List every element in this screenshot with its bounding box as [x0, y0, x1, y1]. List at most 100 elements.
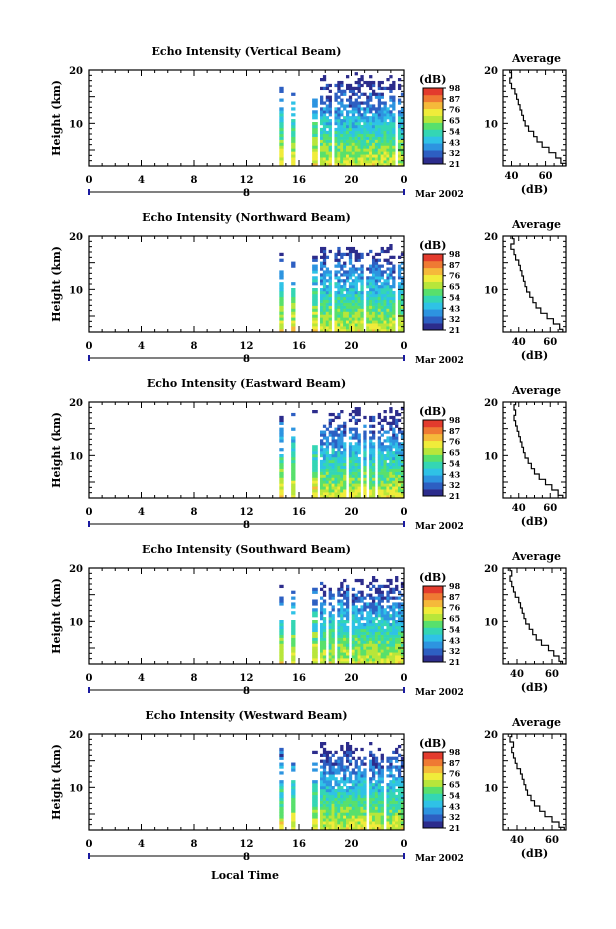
heatmap-cell [371, 783, 376, 787]
heatmap-cell [312, 148, 318, 152]
heatmap-cell [354, 471, 358, 475]
heatmap-cell [354, 788, 358, 793]
colorbar-segment [423, 136, 443, 144]
heatmap-cell [279, 145, 284, 149]
heatmap-cell [328, 620, 332, 624]
colorbar-segment [423, 620, 443, 628]
heatmap-cell [395, 637, 399, 641]
heatmap-cell [389, 136, 393, 140]
colorbar-tick-label: 32 [449, 646, 460, 656]
heatmap-cell [371, 293, 376, 298]
heatmap-cell [380, 480, 384, 484]
heatmap-cell [354, 104, 358, 108]
colorbar-segment [423, 94, 443, 103]
heatmap-cell [371, 282, 376, 286]
heatmap-cell [377, 774, 382, 778]
heatmap-cell [320, 602, 324, 606]
heatmap-cell [279, 818, 284, 822]
heatmap-cell [331, 771, 335, 775]
heatmap-cell [371, 643, 376, 647]
heatmap-cell [371, 302, 376, 306]
heatmap-cell [325, 154, 330, 158]
heatmap-cell [351, 661, 356, 665]
heatmap-cell [348, 267, 353, 271]
heatmap-cell [328, 611, 332, 615]
heatmap-cell [357, 486, 361, 490]
heatmap-cell [386, 293, 390, 298]
heatmap-cell [340, 314, 344, 318]
heatmap-cell [343, 640, 347, 644]
heatmap-cell [380, 296, 384, 301]
heatmap-cell [360, 279, 364, 283]
heatmap-cell [360, 803, 364, 807]
heatmap-cell [320, 317, 324, 321]
heatmap-cell [291, 323, 296, 327]
heatmap-cell [343, 800, 347, 804]
heatmap-cell [389, 465, 393, 469]
heatmap-cell [343, 622, 347, 627]
heatmap-cell [322, 780, 327, 784]
colorbar-segment [423, 288, 443, 296]
heatmap-cell [325, 130, 330, 135]
heatmap-cell [360, 762, 364, 766]
heatmap-cell [400, 486, 405, 490]
heatmap-cell [354, 107, 358, 111]
heatmap-cell [348, 451, 353, 455]
panel-title: Echo Intensity (Eastward Beam) [147, 377, 346, 390]
colorbar-tick-label: 43 [449, 137, 461, 147]
heatmap-cell [377, 308, 382, 312]
heatmap-cell [340, 145, 344, 149]
heatmap-cell [348, 806, 353, 810]
heatmap-cell [392, 119, 396, 123]
heatmap-cell [325, 290, 330, 295]
heatmap-cell [343, 119, 347, 123]
heatmap-cell [397, 617, 402, 621]
heatmap-cell [325, 329, 330, 333]
heatmap-cell [322, 282, 327, 286]
heatmap-cell [377, 590, 382, 594]
heatmap-cell [389, 246, 393, 251]
heatmap-cell [322, 252, 327, 257]
heatmap-cell [386, 154, 390, 158]
heatmap-cell [351, 279, 356, 283]
heatmap-cell [363, 800, 367, 804]
heatmap-cell [334, 797, 338, 801]
heatmap-cell [392, 276, 396, 280]
heatmap-cell [371, 576, 376, 580]
x-tick-label: 0 [401, 175, 408, 186]
profile-x-label: (dB) [521, 847, 548, 860]
heatmap-cell [392, 465, 396, 469]
heatmap-cell [354, 445, 358, 449]
heatmap-cell [389, 267, 393, 271]
heatmap-cell [392, 139, 396, 143]
heatmap-cell [377, 646, 382, 650]
heatmap-cell [343, 652, 347, 656]
heatmap-cell [334, 302, 338, 306]
heatmap-cell [322, 809, 327, 813]
colorbar-tick-label: 76 [449, 437, 461, 447]
colorbar-segment [423, 122, 443, 130]
heatmap-cell [337, 130, 341, 135]
heatmap-cell [383, 471, 387, 475]
heatmap-cell [320, 611, 324, 615]
heatmap-cell [348, 145, 353, 149]
heatmap-cell [345, 110, 350, 114]
heatmap-cell [354, 433, 358, 437]
heatmap-cell [377, 797, 382, 801]
heatmap-cell [279, 797, 284, 801]
heatmap-cell [325, 824, 330, 828]
heatmap-cell [322, 803, 327, 807]
heatmap-cell [331, 617, 335, 621]
heatmap-cell [354, 329, 358, 333]
heatmap-cell [392, 827, 396, 831]
heatmap-cell [354, 797, 358, 801]
heatmap-cell [354, 92, 358, 96]
heatmap-cell [380, 154, 384, 158]
heatmap-cell [345, 127, 350, 132]
heatmap-cell [334, 762, 338, 766]
heatmap-cell [360, 788, 364, 793]
heatmap-cell [357, 797, 361, 801]
heatmap-cell [340, 614, 344, 618]
y-tick-label: 20 [69, 564, 83, 575]
heatmap-cell [377, 637, 382, 641]
